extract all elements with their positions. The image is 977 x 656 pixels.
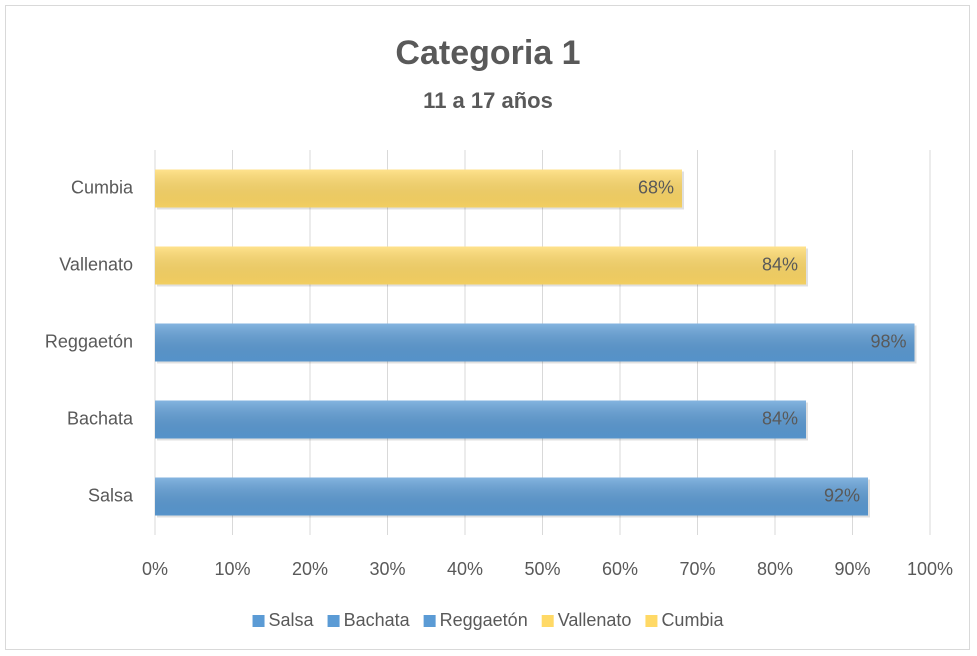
y-tick-label: Salsa xyxy=(88,485,134,505)
x-tick-label: 100% xyxy=(907,559,953,579)
legend-swatch xyxy=(252,615,265,627)
legend-label: Reggaetón xyxy=(440,610,528,630)
x-tick-label: 60% xyxy=(602,559,638,579)
y-tick-label: Cumbia xyxy=(71,177,134,197)
chart-title: Categoria 1 xyxy=(395,34,580,72)
data-label: 98% xyxy=(870,331,906,351)
x-tick-label: 80% xyxy=(757,559,793,579)
y-tick-label: Vallenato xyxy=(59,254,133,274)
y-tick-label: Reggaetón xyxy=(45,331,133,351)
data-label: 92% xyxy=(824,485,860,505)
x-tick-label: 70% xyxy=(679,559,715,579)
data-label: 84% xyxy=(762,408,798,428)
x-tick-label: 40% xyxy=(447,559,483,579)
x-tick-label: 50% xyxy=(524,559,560,579)
x-tick-label: 20% xyxy=(292,559,328,579)
bar-shine xyxy=(155,246,806,285)
legend-swatch xyxy=(423,615,436,627)
x-tick-label: 90% xyxy=(834,559,870,579)
bar-shine xyxy=(155,323,915,362)
data-label: 84% xyxy=(762,254,798,274)
legend-swatch xyxy=(541,615,554,627)
legend-label: Cumbia xyxy=(661,610,724,630)
x-tick-label: 30% xyxy=(369,559,405,579)
legend-swatch xyxy=(327,615,340,627)
x-tick-label: 10% xyxy=(214,559,250,579)
legend-swatch xyxy=(645,615,658,627)
data-label: 68% xyxy=(638,177,674,197)
legend-label: Bachata xyxy=(344,610,411,630)
legend-label: Salsa xyxy=(269,610,315,630)
chart-subtitle: 11 a 17 años xyxy=(423,88,553,113)
y-tick-label: Bachata xyxy=(67,408,134,428)
bar-shine xyxy=(155,169,682,208)
legend-label: Vallenato xyxy=(558,610,632,630)
bar-shine xyxy=(155,400,806,439)
bar-shine xyxy=(155,477,868,516)
x-tick-label: 0% xyxy=(142,559,168,579)
